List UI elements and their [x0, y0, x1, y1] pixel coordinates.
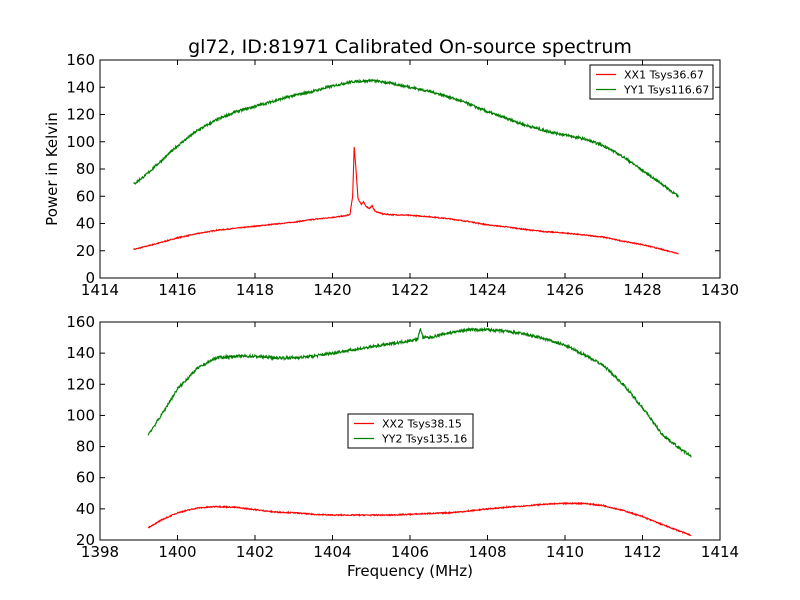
x-tick-label: 1426 [546, 281, 584, 299]
y-tick-label: 140 [66, 78, 95, 96]
x-tick-label: 1424 [468, 281, 506, 299]
series-line-yy2-tsys135-16 [147, 326, 692, 458]
chart-title: gl72, ID:81971 Calibrated On-source spec… [188, 36, 632, 58]
legend: XX1 Tsys36.67 YY1 Tsys116.67 [589, 64, 714, 100]
legend-entry: XX1 Tsys36.67 [624, 69, 704, 82]
y-tick-label: 100 [66, 406, 95, 424]
y-tick-label: 40 [76, 215, 95, 233]
x-tick-label: 1412 [623, 543, 661, 561]
legend-box [589, 64, 714, 100]
y-tick-label: 20 [76, 242, 95, 260]
x-tick-label: 1422 [391, 281, 429, 299]
y-tick-label: 80 [76, 160, 95, 178]
x-tick-label: 1398 [81, 543, 119, 561]
y-tick-label: 40 [76, 500, 95, 518]
x-axis-label: Frequency (MHz) [347, 562, 473, 580]
y-tick-label: 60 [76, 469, 95, 487]
x-tick-label: 1402 [236, 543, 274, 561]
bottom-panel: 1398 1400 1402 1404 1406 1408 1410 1412 1414 20 40… [66, 313, 739, 580]
x-tick-label: 1410 [546, 543, 584, 561]
x-tick-label: 1404 [313, 543, 351, 561]
x-tick-label: 1406 [391, 543, 429, 561]
y-axis-label: Power in Kelvin [43, 112, 61, 226]
legend-entry: YY2 Tsys135.16 [381, 433, 467, 446]
y-tick-label: 0 [85, 269, 95, 287]
series-line-xx1-tsys36-67 [133, 147, 679, 255]
legend-box [347, 413, 474, 449]
y-tick-label: 120 [66, 106, 95, 124]
x-tick-label: 1408 [468, 543, 506, 561]
y-tick-label: 60 [76, 187, 95, 205]
x-tick-label: 1430 [701, 281, 739, 299]
y-tick-label: 160 [66, 51, 95, 69]
x-tick-label: 1414 [81, 281, 119, 299]
x-tick-label: 1400 [158, 543, 196, 561]
series-line-xx2-tsys38-15 [147, 501, 692, 537]
top-panel: 1414 1416 1418 1420 1422 1424 1426 1428 1430 0 20 4… [43, 51, 739, 299]
y-tick-label: 160 [66, 313, 95, 331]
legend: XX2 Tsys38.15 YY2 Tsys135.16 [347, 413, 474, 449]
legend-entry: XX2 Tsys38.15 [382, 418, 462, 431]
y-tick-label: 80 [76, 438, 95, 456]
legend-entry: YY1 Tsys116.67 [623, 84, 709, 97]
x-tick-label: 1428 [623, 281, 661, 299]
y-tick-label: 120 [66, 375, 95, 393]
y-tick-label: 20 [76, 531, 95, 549]
y-tick-label: 100 [66, 133, 95, 151]
series-line-yy1-tsys116-67 [133, 78, 679, 199]
x-tick-label: 1416 [158, 281, 196, 299]
y-tick-label: 140 [66, 344, 95, 362]
x-tick-label: 1420 [313, 281, 351, 299]
x-tick-label: 1418 [236, 281, 274, 299]
x-tick-label: 1414 [701, 543, 739, 561]
